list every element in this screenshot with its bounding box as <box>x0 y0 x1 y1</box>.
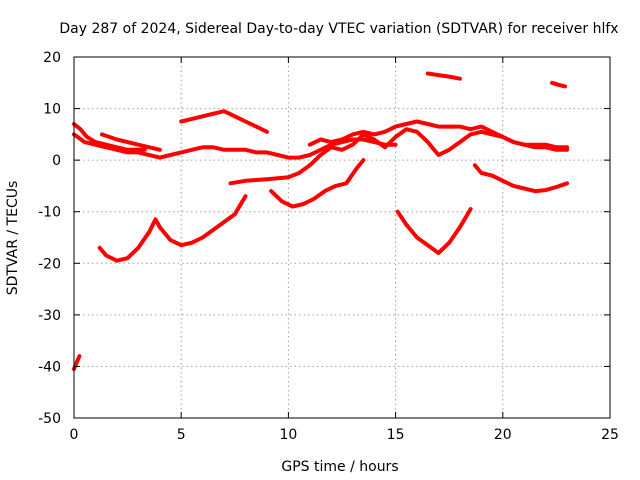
y-tick-label: -50 <box>38 411 61 427</box>
y-axis-label: SDTVAR / TECUs <box>5 181 21 296</box>
gridlines <box>74 57 610 418</box>
y-tick-label: 0 <box>52 153 61 169</box>
x-tick-label: 25 <box>601 427 619 443</box>
series-track-10 <box>395 207 473 255</box>
x-tick-label: 0 <box>70 427 79 443</box>
y-tick-label: 10 <box>43 102 61 118</box>
y-tick-labels: 20 10 0 -10 -20 -30 -40 -50 <box>38 50 61 427</box>
plot-frame <box>73 56 611 419</box>
series-track-9 <box>361 127 570 157</box>
series-track-7 <box>269 158 366 209</box>
series-track-4 <box>179 109 269 134</box>
series-track-2 <box>72 132 398 160</box>
x-tick-label: 5 <box>177 427 186 443</box>
x-tick-label: 10 <box>279 427 297 443</box>
y-tick-label: -10 <box>38 205 61 221</box>
axis-ticks <box>73 56 611 419</box>
series-track-1 <box>72 122 147 152</box>
series-track-6 <box>228 132 366 186</box>
x-axis-label: GPS time / hours <box>281 459 398 475</box>
y-tick-label: 20 <box>43 50 61 66</box>
series-track-12 <box>425 71 462 81</box>
y-tick-label: -20 <box>38 256 61 272</box>
y-tick-label: -30 <box>38 308 61 324</box>
series-track-8 <box>307 119 570 150</box>
series-track-3 <box>99 132 162 152</box>
x-tick-label: 20 <box>494 427 512 443</box>
x-tick-label: 15 <box>387 427 405 443</box>
chart-title: Day 287 of 2024, Sidereal Day-to-day VTE… <box>59 21 618 37</box>
x-tick-labels: 0 5 10 15 20 25 <box>70 427 619 443</box>
data-marks <box>72 71 570 371</box>
series-track-14 <box>72 354 82 371</box>
series-track-11 <box>472 163 570 194</box>
series-track-13 <box>550 80 567 89</box>
y-tick-label: -40 <box>38 359 61 375</box>
series-track-5 <box>97 194 248 263</box>
